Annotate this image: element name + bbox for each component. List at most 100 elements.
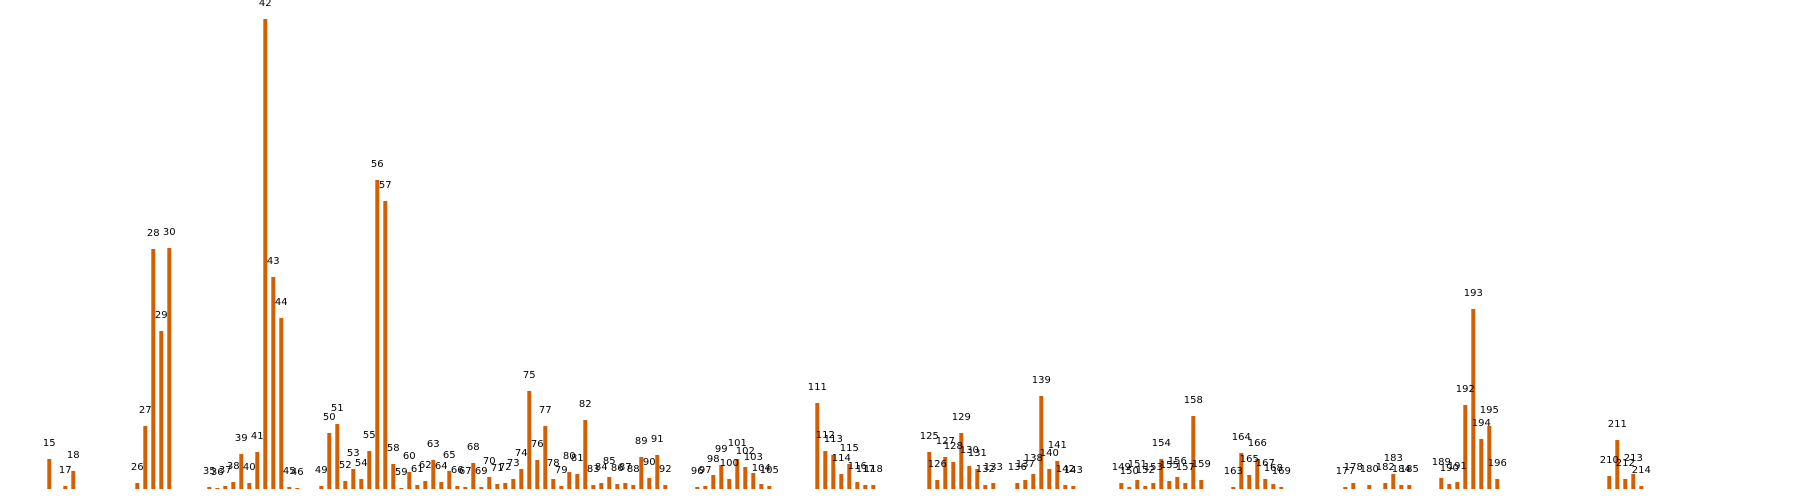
bar-193: [1471, 309, 1476, 489]
bar-label-81: 81: [571, 453, 584, 464]
bar-label-210: 210: [1600, 455, 1619, 466]
bar-118: [871, 485, 876, 489]
bar-label-55: 55: [363, 430, 376, 441]
bar-label-28: 28: [147, 228, 160, 239]
bar-label-52: 52: [339, 460, 352, 471]
bar-label-88: 88: [627, 464, 640, 475]
bar-label-182: 182: [1376, 462, 1395, 473]
bar-59: [399, 488, 404, 489]
bar-66: [455, 486, 460, 489]
bar-43: [271, 277, 276, 489]
bar-label-39: 39: [235, 433, 248, 444]
bar-label-164: 164: [1232, 432, 1251, 443]
bar-55: [367, 451, 372, 489]
bar-196: [1495, 479, 1500, 489]
bar-label-58: 58: [387, 443, 400, 454]
bar-183: [1391, 474, 1396, 489]
bar-label-66: 66: [451, 465, 464, 476]
bar-label-74: 74: [515, 448, 528, 459]
bar-85: [607, 477, 612, 489]
bar-label-29: 29: [155, 310, 168, 321]
bar-63: [431, 460, 436, 489]
bar-28: [151, 249, 156, 489]
bar-label-84: 84: [595, 462, 608, 473]
bar-label-151: 151: [1128, 459, 1147, 470]
bar-155: [1167, 481, 1172, 489]
bar-label-30: 30: [163, 227, 176, 238]
bar-label-76: 76: [531, 439, 544, 450]
bar-label-98: 98: [707, 454, 720, 465]
bar-52: [343, 481, 348, 489]
bar-138: [1031, 474, 1036, 489]
bar-154: [1159, 459, 1164, 489]
bar-165: [1247, 475, 1252, 489]
bar-114: [839, 474, 844, 489]
bar-label-195: 195: [1480, 405, 1499, 416]
bar-label-166: 166: [1248, 438, 1267, 449]
bar-label-43: 43: [267, 256, 280, 267]
bar-27: [143, 426, 148, 489]
bar-36: [215, 488, 220, 489]
bar-label-139: 139: [1032, 375, 1051, 386]
bar-label-155: 155: [1160, 460, 1179, 471]
bar-label-192: 192: [1456, 384, 1475, 395]
bar-label-60: 60: [403, 451, 416, 462]
bar-78: [551, 479, 556, 489]
bar-125: [927, 452, 932, 489]
bar-label-97: 97: [699, 465, 712, 476]
bar-label-75: 75: [523, 370, 536, 381]
bar-label-67: 67: [459, 466, 472, 477]
bar-152: [1143, 486, 1148, 489]
bar-41: [255, 452, 260, 489]
bar-label-80: 80: [563, 451, 576, 462]
bar-label-41: 41: [251, 431, 264, 442]
bar-166: [1255, 459, 1260, 489]
bar-69: [479, 487, 484, 489]
bar-label-64: 64: [435, 461, 448, 472]
bar-label-36: 36: [211, 467, 224, 478]
bar-96: [695, 487, 700, 489]
bar-label-184: 184: [1392, 464, 1411, 475]
bar-214: [1639, 486, 1644, 489]
bar-label-163: 163: [1224, 466, 1243, 477]
bar-label-54: 54: [355, 458, 368, 469]
bar-60: [407, 472, 412, 489]
bar-126: [935, 480, 940, 489]
bar-210: [1607, 476, 1612, 489]
bar-label-63: 63: [427, 439, 440, 450]
bar-117: [863, 485, 868, 489]
bar-label-116: 116: [848, 461, 867, 472]
bar-80: [567, 472, 572, 489]
bar-75: [527, 391, 532, 489]
bar-150: [1127, 487, 1132, 489]
bar-label-180: 180: [1360, 464, 1379, 475]
bar-label-73: 73: [507, 458, 520, 469]
bar-139: [1039, 396, 1044, 489]
bar-50: [327, 433, 332, 489]
bar-71: [495, 484, 500, 489]
bar-111: [815, 403, 820, 489]
bar-74: [519, 469, 524, 489]
bar-44: [279, 318, 284, 489]
bar-label-140: 140: [1040, 448, 1059, 459]
bar-141: [1055, 461, 1060, 489]
bar-83: [591, 485, 596, 489]
bar-153: [1151, 483, 1156, 489]
bar-label-118: 118: [864, 464, 883, 475]
bar-30: [167, 248, 172, 489]
bar-label-185: 185: [1400, 464, 1419, 475]
bar-label-72: 72: [499, 462, 512, 473]
bar-159: [1199, 480, 1204, 489]
bar-label-177: 177: [1336, 466, 1355, 477]
bar-35: [207, 487, 212, 489]
bar-label-129: 129: [952, 412, 971, 423]
bar-label-214: 214: [1632, 465, 1651, 476]
bar-103: [751, 473, 756, 489]
bar-label-68: 68: [467, 442, 480, 453]
bar-185: [1407, 485, 1412, 489]
bar-46: [295, 488, 300, 489]
bar-label-115: 115: [840, 443, 859, 454]
bar-97: [703, 486, 708, 489]
bar-77: [543, 426, 548, 489]
bar-label-59: 59: [395, 467, 408, 478]
